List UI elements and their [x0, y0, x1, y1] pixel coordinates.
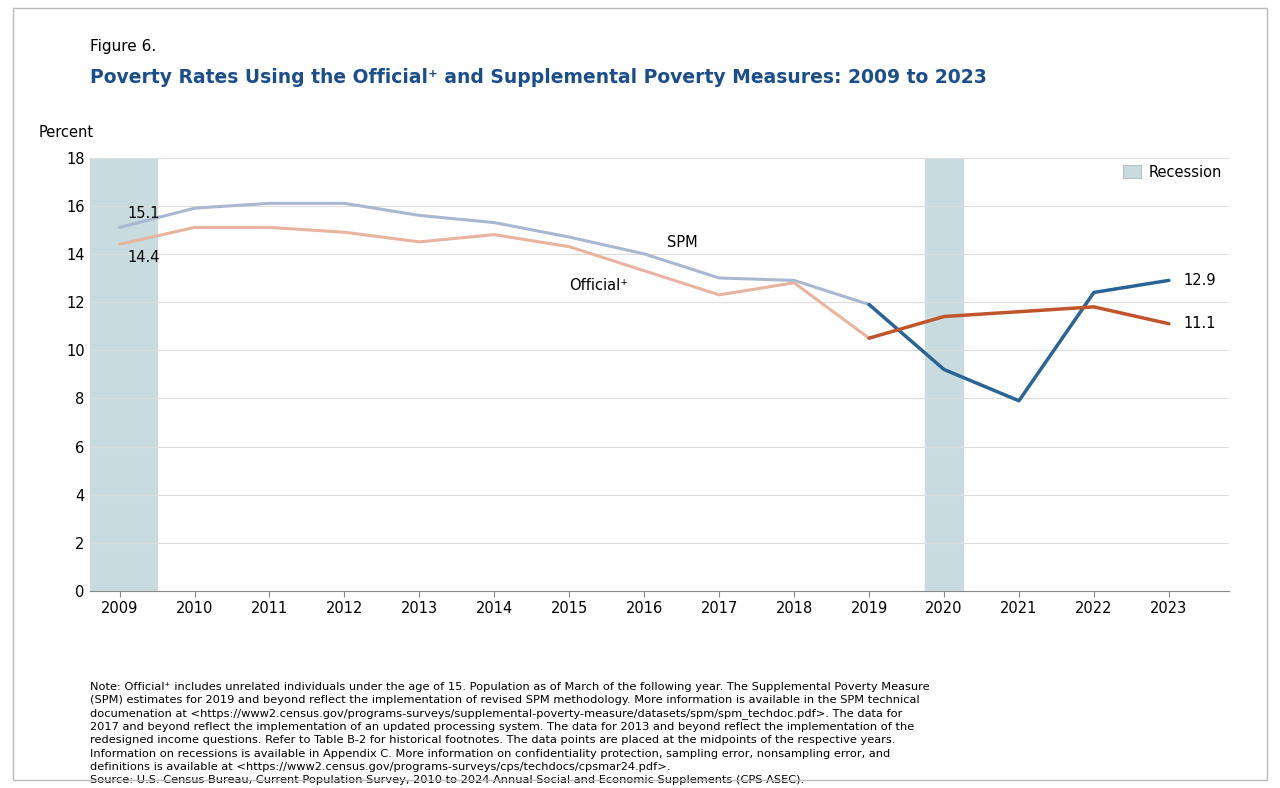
Text: Percent: Percent [38, 125, 93, 140]
Text: Figure 6.: Figure 6. [90, 39, 156, 54]
Text: Official⁺: Official⁺ [570, 278, 628, 293]
Text: 12.9: 12.9 [1184, 273, 1216, 288]
Text: SPM: SPM [667, 236, 698, 251]
Text: Poverty Rates Using the Official⁺ and Supplemental Poverty Measures: 2009 to 202: Poverty Rates Using the Official⁺ and Su… [90, 68, 987, 87]
Text: Note: Official⁺ includes unrelated individuals under the age of 15. Population a: Note: Official⁺ includes unrelated indiv… [90, 682, 929, 785]
Bar [90, 158, 157, 591]
Text: 14.4: 14.4 [127, 251, 160, 266]
Bar [925, 158, 963, 591]
Text: 15.1: 15.1 [127, 206, 160, 221]
Text: 11.1: 11.1 [1184, 316, 1216, 331]
Legend: Recession: Recession [1124, 165, 1221, 180]
